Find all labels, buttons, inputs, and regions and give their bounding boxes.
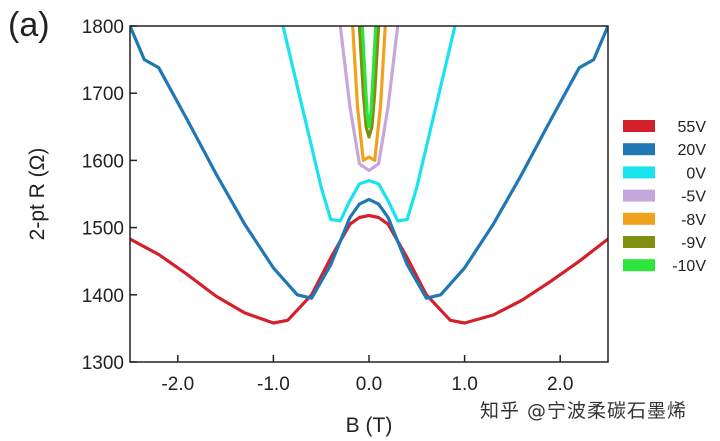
series-line-4 [351,26,387,162]
legend-swatch-6 [623,259,655,272]
x-tick-label-4: 2.0 [547,374,573,395]
legend-label-5: -9V [681,235,706,252]
x-tick-label-2: 0.0 [356,374,382,395]
series-line-2 [281,26,457,223]
panel-label: (a) [8,6,50,44]
plot-frame [129,25,609,363]
legend-swatch-5 [623,236,655,248]
legend-swatch-1 [623,143,655,156]
legend-label-4: -8V [681,212,706,229]
legend-swatch-2 [623,166,655,179]
x-tick-label-3: 1.0 [451,374,477,395]
legend-label-1: 20V [678,142,707,159]
legend-label-3: -5V [681,189,706,206]
y-tick-label-1: 1400 [82,286,124,307]
y-tick-label-4: 1700 [82,84,124,105]
axes: -2.0 -1.0 0.0 1.0 2.0 1300 1400 1500 1600 1700 180… [26,17,609,437]
x-axis-label: B (T) [346,414,393,437]
legend-swatch-4 [623,212,655,225]
legend-swatch-3 [623,189,655,202]
series-line-3 [338,26,400,173]
legend-label-6: -10V [672,258,706,275]
series-curves [130,26,608,325]
legend-swatch-0 [623,120,655,132]
x-tick-label-0: -2.0 [161,374,194,395]
series-line-1 [130,26,608,300]
y-axis-label: 2-pt R (Ω) [26,148,49,241]
series-line-0 [130,213,608,325]
series-line-5 [357,26,381,139]
series-line-6 [360,26,378,129]
y-tick-label-2: 1500 [82,219,124,240]
y-tick-label-3: 1600 [82,151,124,172]
legend-label-2: 0V [686,165,706,182]
watermark: 知乎 @宁波柔碳石墨烯 [480,400,688,422]
x-tick-label-1: -1.0 [257,374,290,395]
y-tick-label-5: 1800 [82,17,124,38]
legend-label-0: 55V [678,119,707,136]
y-tick-label-0: 1300 [82,353,124,374]
legend: 55V 20V 0V -5V -8V -9V -10V [623,119,706,275]
